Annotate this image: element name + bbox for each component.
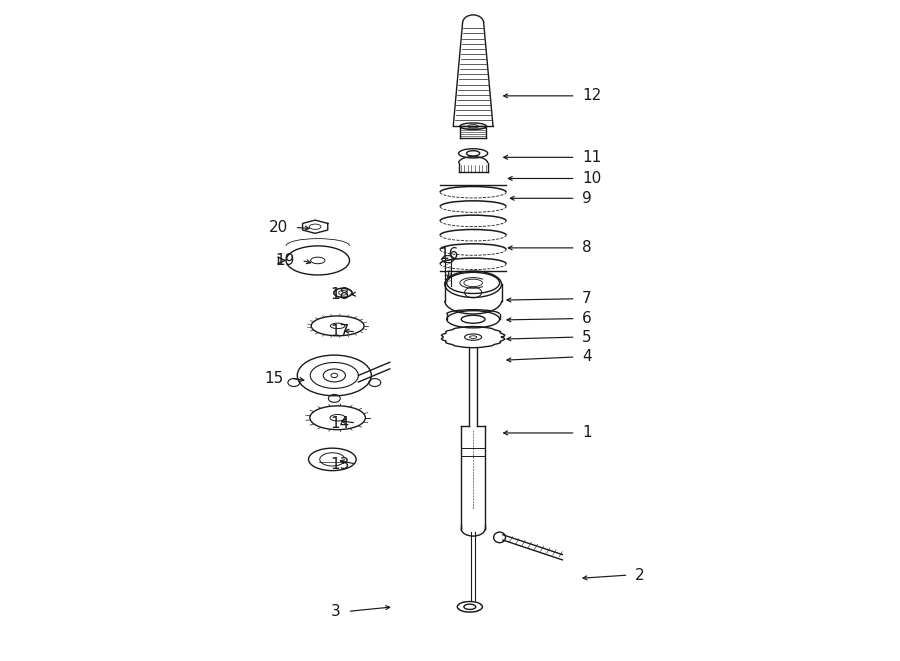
- Text: 10: 10: [582, 171, 601, 186]
- Text: 12: 12: [582, 89, 601, 103]
- Text: 13: 13: [330, 457, 349, 471]
- Text: 8: 8: [582, 241, 592, 255]
- Text: 15: 15: [265, 371, 284, 385]
- Text: 2: 2: [635, 568, 644, 582]
- Text: 3: 3: [331, 604, 341, 619]
- Text: 19: 19: [275, 253, 294, 268]
- Text: 17: 17: [330, 325, 349, 339]
- Text: 16: 16: [439, 247, 458, 262]
- Text: 5: 5: [582, 330, 592, 344]
- Text: 11: 11: [582, 150, 601, 165]
- Text: 18: 18: [330, 287, 349, 301]
- Text: 6: 6: [582, 311, 592, 326]
- Text: 14: 14: [330, 416, 349, 430]
- Text: 1: 1: [582, 426, 592, 440]
- Text: 4: 4: [582, 350, 592, 364]
- Text: 20: 20: [269, 220, 288, 235]
- Text: 7: 7: [582, 292, 592, 306]
- Text: 9: 9: [582, 191, 592, 206]
